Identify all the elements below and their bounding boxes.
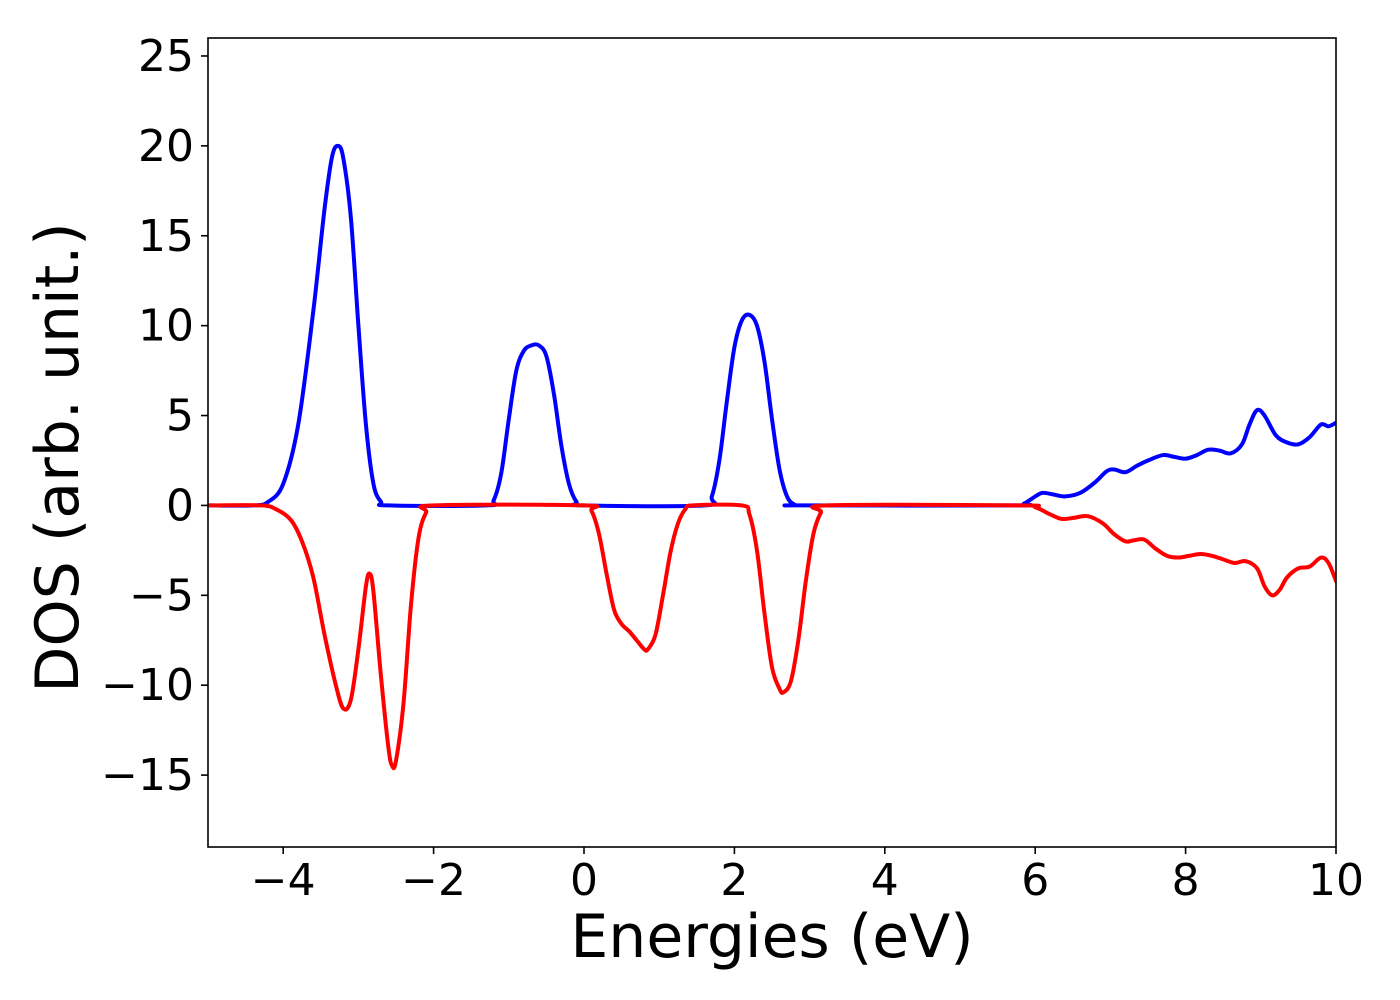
y-axis-label: DOS (arb. unit.)	[23, 222, 93, 692]
plot-frame	[207, 37, 1337, 848]
x-tick-label: 2	[720, 855, 748, 906]
series-layer	[208, 143, 1336, 771]
x-tick-label: 4	[871, 855, 899, 906]
y-tick-label: 20	[138, 121, 194, 172]
dos-series-line-negative	[208, 502, 1336, 771]
y-tick-label: 0	[166, 480, 194, 531]
x-axis-label: Energies (eV)	[570, 902, 973, 972]
y-tick-label: 10	[138, 301, 194, 352]
x-tick-label: 8	[1172, 855, 1200, 906]
x-axis-ticks: −4 −2 0 2 4 6 8 10	[251, 847, 1364, 906]
y-tick-label: 5	[166, 391, 194, 442]
dos-series-line-positive	[208, 143, 1336, 509]
y-tick-label: −10	[101, 660, 194, 711]
x-tick-label: 0	[570, 855, 598, 906]
x-tick-label: 6	[1021, 855, 1049, 906]
x-tick-label: −2	[401, 855, 466, 906]
y-tick-label: 25	[138, 31, 194, 82]
x-tick-label: 10	[1308, 855, 1364, 906]
y-tick-label: 15	[138, 211, 194, 262]
y-tick-label: −15	[101, 750, 194, 801]
y-axis-ticks: −15 −10 −5 0 5 10 15 20 25	[101, 31, 208, 801]
y-tick-label: −5	[129, 570, 194, 621]
x-tick-label: −4	[251, 855, 316, 906]
